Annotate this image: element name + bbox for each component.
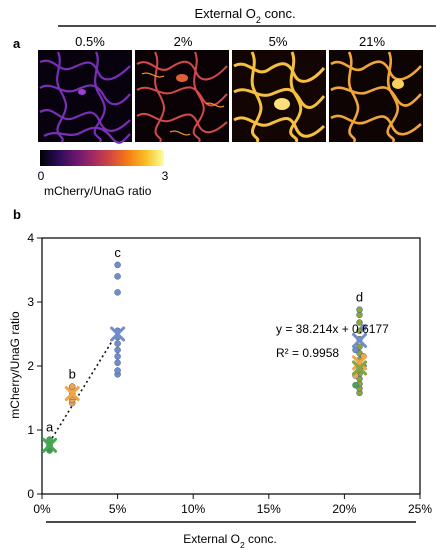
- r-squared: R² = 0.9958: [276, 346, 339, 360]
- micrograph-21-percent: [329, 50, 423, 143]
- data-point: [114, 340, 121, 347]
- bottom-header: External O2 conc.: [183, 532, 276, 550]
- mean-marker: [352, 355, 368, 371]
- mean-marker: [64, 386, 80, 402]
- x-tick-label: 20%: [332, 502, 356, 516]
- panel-a-label: a: [13, 36, 21, 51]
- mean-marker: [352, 360, 368, 376]
- mean-marker: [110, 326, 126, 342]
- significance-letter: c: [114, 245, 121, 260]
- micrograph-2-percent: [135, 50, 229, 143]
- top-header: External O2 conc.: [194, 6, 295, 25]
- data-point: [114, 353, 121, 360]
- panel-b-label: b: [13, 207, 21, 222]
- y-tick-label: 1: [27, 423, 34, 437]
- data-point: [114, 261, 121, 269]
- x-tick-label: 10%: [181, 502, 205, 516]
- significance-letter: b: [69, 366, 76, 381]
- x-tick-label: 15%: [257, 502, 281, 516]
- data-point: [114, 367, 121, 374]
- column-label-0-5: 0.5%: [75, 34, 105, 49]
- colorbar-max-label: 3: [162, 169, 169, 183]
- x-tick-label: 0%: [33, 502, 51, 516]
- scatter-plot: 0 1 2 3 4 0% 5% 10% 15% 20% 25% a b c d: [27, 231, 432, 516]
- column-label-21: 21%: [359, 34, 385, 49]
- significance-letter: d: [356, 290, 363, 305]
- data-point: [114, 359, 121, 367]
- x-tick-label: 25%: [408, 502, 432, 516]
- data-point: [352, 381, 359, 389]
- colorbar-title: mCherry/UnaG ratio: [44, 184, 152, 198]
- data-point: [356, 306, 363, 313]
- y-tick-label: 4: [27, 231, 34, 245]
- data-point: [114, 289, 121, 296]
- micrograph-0-5-percent: [38, 50, 132, 144]
- regression-line: [48, 331, 119, 443]
- micrograph-5-percent: [232, 50, 326, 143]
- column-label-2: 2%: [174, 34, 193, 49]
- colorbar-min-label: 0: [38, 169, 45, 183]
- y-axis-label: mCherry/UnaG ratio: [8, 311, 22, 419]
- data-point: [360, 324, 367, 331]
- y-tick-label: 3: [27, 295, 34, 309]
- colorbar: [40, 150, 164, 166]
- data-point: [356, 319, 363, 326]
- significance-letter: a: [46, 420, 54, 435]
- regression-equation: y = 38.214x + 0.6177: [276, 322, 389, 336]
- data-point: [114, 346, 121, 354]
- data-point: [68, 383, 76, 390]
- data-point: [114, 273, 121, 280]
- y-tick-label: 2: [27, 359, 34, 373]
- x-tick-label: 5%: [109, 502, 127, 516]
- column-label-5: 5%: [269, 34, 288, 49]
- mean-marker: [352, 332, 368, 348]
- mean-marker: [42, 437, 58, 453]
- data-point: [46, 436, 53, 443]
- y-tick-label: 0: [27, 487, 34, 501]
- data-point: [352, 346, 359, 354]
